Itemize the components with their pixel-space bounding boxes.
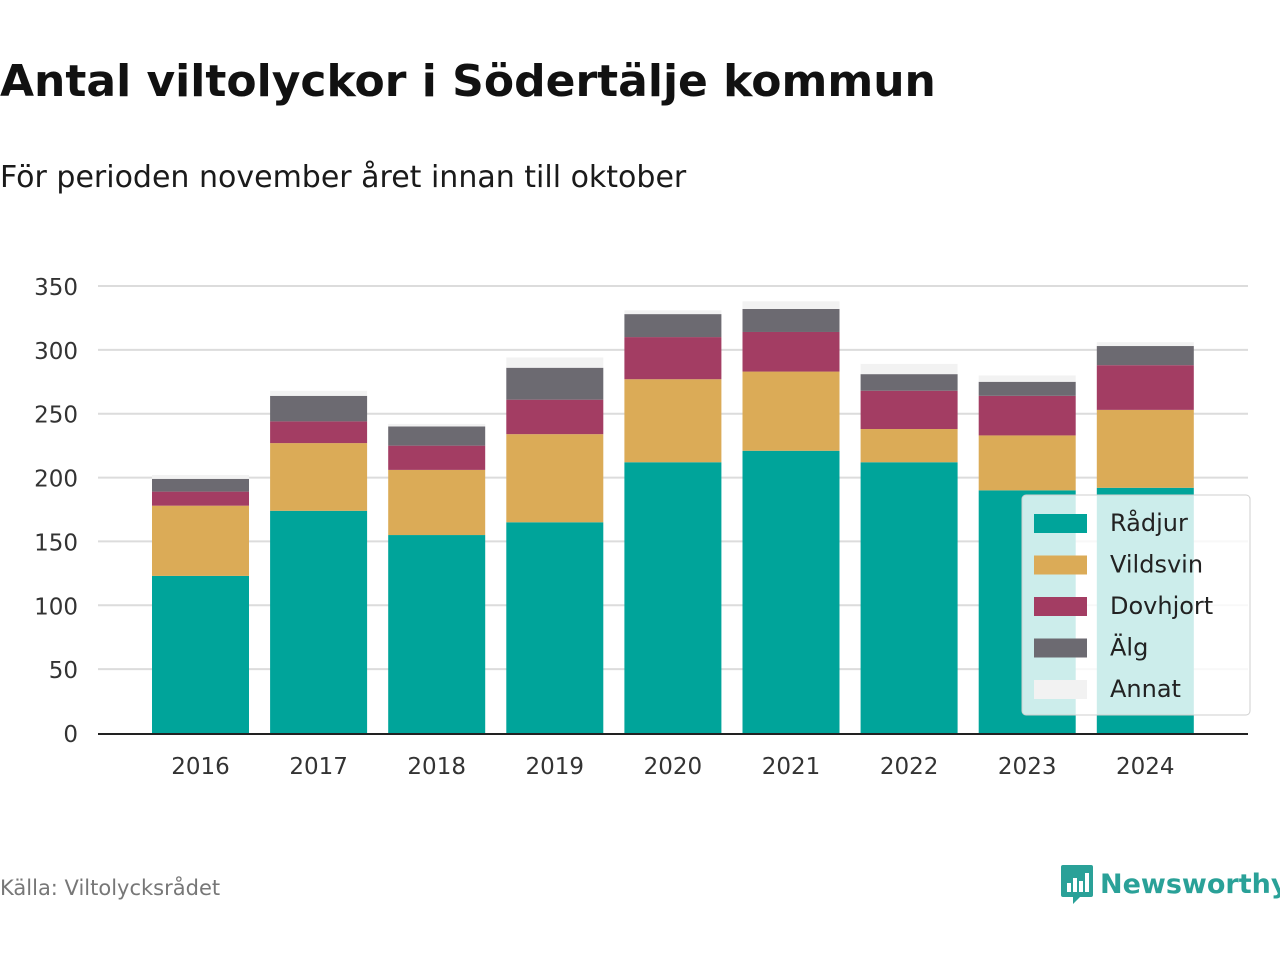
bar-segment	[270, 421, 368, 444]
bar-segment	[742, 308, 840, 332]
legend: Rådjur Vildsvin Dovhjort Älg Annat	[1021, 494, 1251, 716]
bar-segment	[388, 426, 486, 446]
bar-chart-speech-bubble-icon	[1061, 865, 1093, 904]
legend-label: Annat	[1110, 675, 1181, 703]
y-tick-label: 100	[34, 594, 78, 620]
bar-segment	[152, 505, 249, 576]
y-tick-label: 250	[34, 403, 78, 429]
bar-segment	[1096, 365, 1194, 410]
y-tick-label: 50	[49, 658, 78, 684]
bar-segment	[388, 445, 486, 470]
bar-segment	[978, 375, 1076, 382]
bar-segment	[624, 379, 722, 463]
legend-label: Vildsvin	[1110, 551, 1203, 579]
bar-segment	[860, 429, 958, 463]
bar-segment	[152, 478, 249, 492]
bar-segment	[1096, 409, 1194, 488]
bar-segment	[742, 371, 840, 451]
bar-segment	[1096, 342, 1194, 347]
legend-label: Rådjur	[1110, 508, 1188, 537]
bar-segment	[978, 435, 1076, 491]
bar-segment	[742, 450, 840, 733]
bar-segment	[860, 390, 958, 430]
bar-segment	[624, 337, 722, 380]
legend-label: Dovhjort	[1110, 592, 1213, 620]
legend-box	[1021, 494, 1251, 716]
bar-segment	[270, 390, 368, 396]
bar-segment	[270, 510, 368, 733]
x-tick-label: 2021	[762, 754, 821, 780]
bar-segment	[742, 331, 840, 372]
bar-segment	[270, 395, 368, 422]
bar-segment	[388, 469, 486, 536]
bar-segment	[742, 301, 840, 309]
bar-segment	[624, 462, 722, 733]
y-tick-label: 300	[34, 339, 78, 365]
bar-segment	[860, 462, 958, 733]
bar-segment	[1096, 346, 1194, 366]
y-tick-label: 0	[63, 722, 78, 748]
bar-segment	[506, 367, 604, 400]
source-note: Källa: Viltolycksrådet	[0, 876, 221, 900]
x-tick-label: 2019	[526, 754, 585, 780]
bar-segment	[152, 575, 249, 733]
bar-segment	[152, 475, 249, 479]
bar-segment	[270, 443, 368, 511]
x-tick-label: 2017	[289, 754, 348, 780]
bar-segment	[506, 434, 604, 523]
chart-title: Antal viltolyckor i Södertälje kommun	[0, 56, 936, 107]
brand-name: Newsworthy	[1100, 868, 1280, 900]
bar-segment	[388, 423, 486, 427]
bar-segment	[978, 395, 1076, 436]
x-tick-label: 2024	[1116, 754, 1175, 780]
y-tick-label: 200	[34, 467, 78, 493]
x-tick-label: 2018	[407, 754, 466, 780]
chart-subtitle: För perioden november året innan till ok…	[0, 160, 687, 195]
legend-label: Älg	[1110, 633, 1148, 662]
x-tick-label: 2016	[171, 754, 230, 780]
bar-segment	[506, 522, 604, 733]
bar-segment	[624, 314, 722, 338]
bar-segment	[152, 491, 249, 506]
legend-swatch	[1034, 638, 1087, 658]
bar-segment	[506, 357, 604, 368]
legend-swatch	[1034, 555, 1087, 575]
x-axis-tick-labels: 2016 2017 2018 2019 2020 2021 2022 2023 2024	[171, 754, 1174, 780]
bar-segment	[860, 363, 958, 375]
bar-segment	[388, 535, 486, 733]
legend-swatch	[1034, 680, 1087, 699]
bar-segment	[978, 381, 1076, 396]
legend-swatch	[1034, 597, 1087, 616]
legend-swatch	[1034, 514, 1087, 533]
bar-segment	[506, 399, 604, 435]
bar-segment	[624, 310, 722, 315]
y-tick-label: 350	[34, 275, 78, 301]
bars	[152, 301, 1194, 733]
brand-logo[interactable]: Newsworthy	[1060, 863, 1280, 905]
y-axis-tick-labels: 0 50 100 150 200 250 300 350	[34, 275, 78, 748]
x-tick-label: 2020	[644, 754, 703, 780]
y-tick-label: 150	[34, 530, 78, 556]
bar-segment	[860, 374, 958, 391]
x-tick-label: 2022	[880, 754, 939, 780]
x-tick-label: 2023	[998, 754, 1057, 780]
